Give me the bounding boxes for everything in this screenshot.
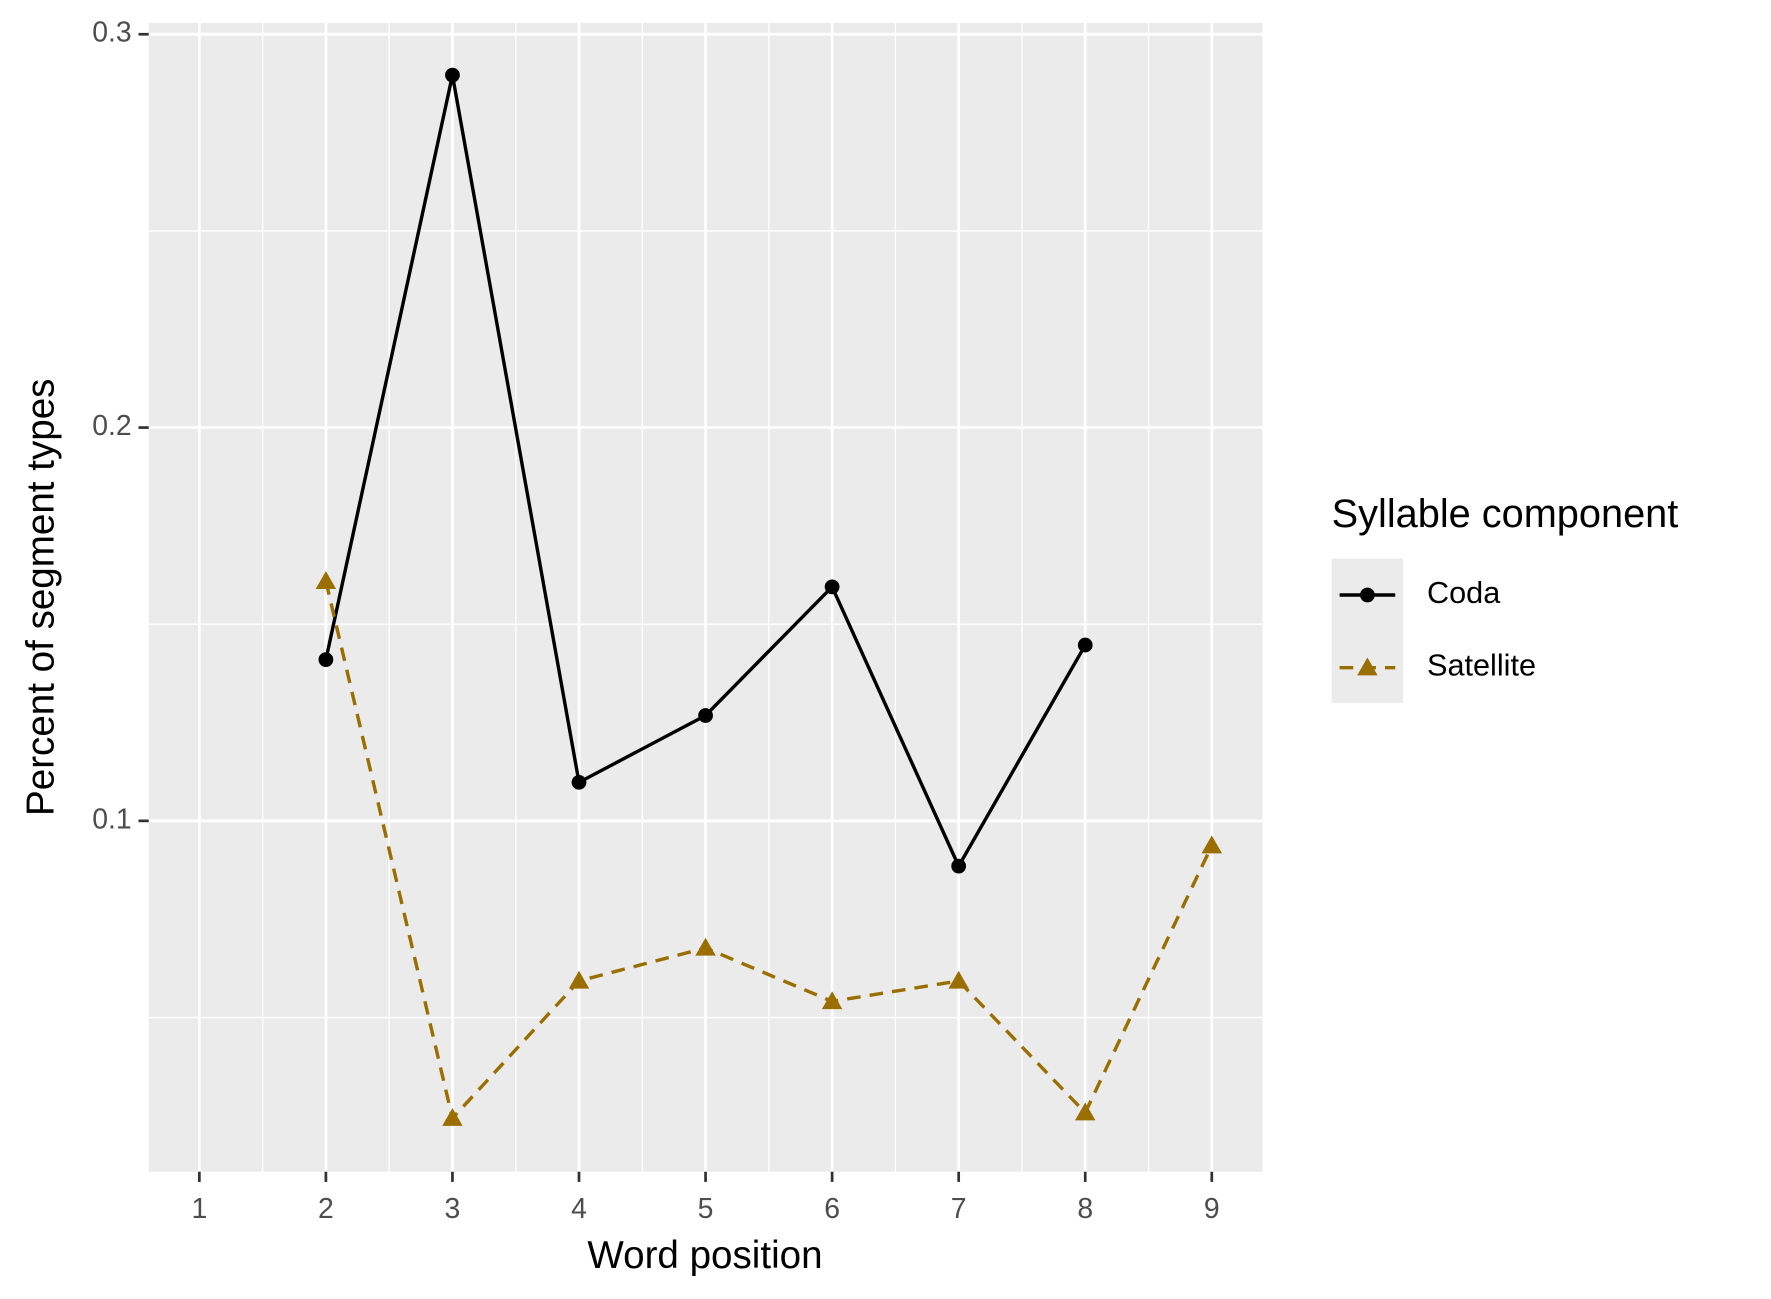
x-axis-title: Word position bbox=[587, 1234, 822, 1277]
y-tick-label: 0.3 bbox=[92, 17, 131, 49]
x-tick-label: 9 bbox=[1204, 1193, 1220, 1225]
legend-marker bbox=[1357, 657, 1378, 676]
y-axis-title: Percent of segment types bbox=[19, 379, 62, 816]
point bbox=[1075, 1102, 1096, 1121]
x-tick-label: 3 bbox=[445, 1193, 461, 1225]
legend-label: Coda bbox=[1427, 576, 1501, 610]
x-tick-label: 7 bbox=[951, 1193, 967, 1225]
point bbox=[824, 579, 840, 595]
point bbox=[445, 67, 460, 83]
x-tick-label: 1 bbox=[191, 1193, 207, 1225]
series-line bbox=[324, 580, 1214, 1122]
x-tick-label: 5 bbox=[698, 1193, 714, 1225]
point bbox=[695, 937, 716, 956]
marks bbox=[315, 67, 1223, 1126]
point bbox=[1077, 637, 1093, 653]
point bbox=[951, 858, 967, 874]
point bbox=[568, 970, 590, 989]
point bbox=[698, 708, 713, 723]
legend-marker bbox=[1360, 587, 1375, 603]
y-tick-label: 0.1 bbox=[92, 803, 131, 835]
x-tick-label: 2 bbox=[318, 1193, 334, 1225]
legend-key-background bbox=[1331, 558, 1404, 703]
x-tick-label: 6 bbox=[824, 1193, 840, 1225]
x-tick-label: 4 bbox=[571, 1193, 587, 1225]
x-tick-label: 8 bbox=[1077, 1193, 1093, 1225]
point bbox=[315, 571, 337, 590]
legend-label: Satellite bbox=[1427, 649, 1536, 683]
y-tick-label: 0.2 bbox=[92, 410, 131, 442]
point bbox=[948, 970, 969, 989]
point bbox=[821, 991, 843, 1010]
point bbox=[1201, 835, 1223, 854]
legend-title: Syllable component bbox=[1332, 492, 1679, 536]
point bbox=[571, 774, 587, 790]
point bbox=[318, 652, 334, 667]
point bbox=[442, 1108, 463, 1126]
